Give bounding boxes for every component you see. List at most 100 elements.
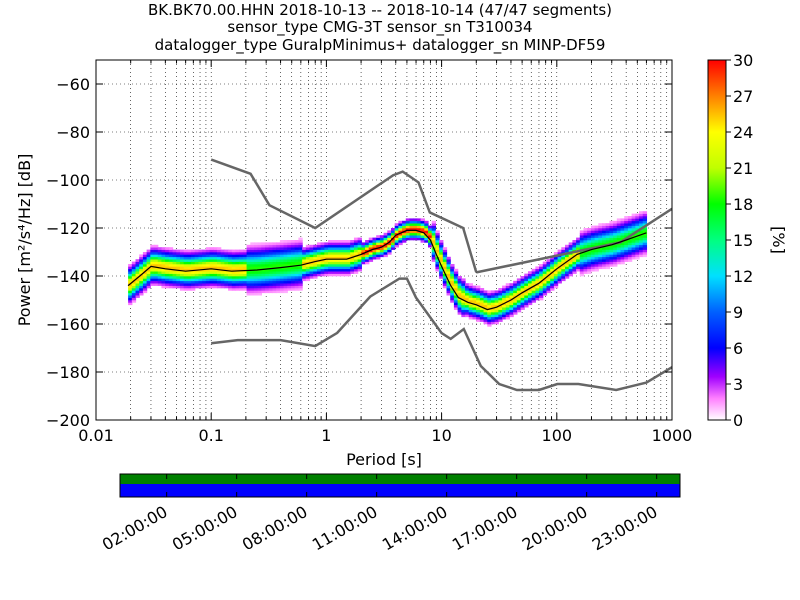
heatmap-cell [246,285,251,289]
heatmap-cell [324,259,329,262]
heatmap-cell [450,280,455,284]
heatmap-cell [342,249,348,253]
heatmap-cell [142,276,148,279]
heatmap-cell [324,252,329,255]
heatmap-cell [291,256,296,260]
heatmap-cell [213,268,218,272]
heatmap-cell [242,261,248,265]
heatmap-cell [294,278,300,282]
heatmap-cell [442,278,448,282]
heatmap-cell [128,268,133,272]
heatmap-cell [298,252,303,255]
heatmap-cell [276,273,281,277]
heatmap-cell [320,247,325,250]
heatmap-cell [450,300,455,303]
heatmap-cell [579,244,585,248]
heatmap-cell [516,300,522,303]
heatmap-cell [183,276,188,279]
heatmap-cell [213,252,218,255]
heatmap-cell [228,264,233,267]
heatmap-cell [505,302,511,306]
heatmap-cell [135,264,140,267]
heatmap-cell [476,290,481,294]
heatmap-cell [242,254,248,258]
heatmap-cell [539,290,544,294]
heatmap-cell [128,264,133,267]
heatmap-cell [590,225,596,229]
heatmap-cell [357,249,362,253]
heatmap-cell [509,304,514,308]
heatmap-cell [216,276,222,279]
heatmap-cell [287,249,292,253]
heatmap-cell [142,256,148,260]
heatmap-cell [394,230,399,234]
heatmap-cell [331,247,337,250]
heatmap-cell [498,295,503,298]
heatmap-cell [398,225,403,229]
heatmap-cell [620,235,625,238]
heatmap-cell [328,240,333,243]
heatmap-cell [246,276,251,279]
heatmap-cell [583,259,588,262]
heatmap-cell [291,261,296,265]
heatmap-cell [246,280,251,284]
heatmap-cell [568,244,573,248]
heatmap-cell [435,259,440,262]
heatmap-cell [272,290,277,294]
heatmap-cell [268,290,274,294]
heatmap-cell [135,290,140,294]
heatmap-cell [502,300,507,303]
heatmap-cell [387,232,392,236]
heatmap-cell [339,249,344,253]
heatmap-cell [590,242,596,246]
heatmap-cell [531,283,536,286]
heatmap-cell [531,276,536,279]
heatmap-cell [198,280,203,284]
heatmap-cell [128,290,133,294]
heatmap-cell [513,307,518,310]
heatmap-cell [154,276,159,279]
heatmap-cell [328,273,333,277]
heatmap-cell [542,273,548,277]
heatmap-cell [379,235,385,238]
heatmap-cell [609,220,614,224]
heatmap-cell [298,242,303,246]
heatmap-cell [465,283,470,286]
heatmap-cell [450,292,455,296]
heatmap-cell [253,242,259,246]
heatmap-cell [228,276,233,279]
heatmap-cell [294,240,300,243]
heatmap-cell [257,280,262,284]
heatmap-cell [505,292,511,296]
heatmap-cell [246,292,251,296]
heatmap-cell [146,273,151,277]
heatmap-cell [335,268,340,272]
heatmap-cell [194,276,200,279]
heatmap-cell [453,302,459,306]
heatmap-cell [513,285,518,289]
heatmap-cell [453,273,459,277]
heatmap-cell [468,309,474,313]
heatmap-cell [561,264,566,267]
heatmap-cell [135,273,140,277]
heatmap-cell [372,237,377,241]
heatmap-cell [283,247,288,250]
heatmap-cell [157,271,163,274]
heatmap-cell [268,247,274,250]
heatmap-cell [605,249,611,253]
heatmap-cell [157,249,163,253]
heatmap-cell [253,288,259,291]
y-tick-label: −160 [46,315,90,334]
heatmap-cell [368,240,374,243]
heatmap-cell [516,285,522,289]
heatmap-cell [150,273,155,277]
heatmap-cell [279,252,285,255]
heatmap-cell [165,247,170,250]
heatmap-cell [368,252,374,255]
heatmap-cell [198,256,203,260]
heatmap-cell [339,254,344,258]
heatmap-cell [216,249,222,253]
heatmap-cell [550,288,555,291]
heatmap-cell [191,285,196,289]
heatmap-cell [224,285,229,289]
